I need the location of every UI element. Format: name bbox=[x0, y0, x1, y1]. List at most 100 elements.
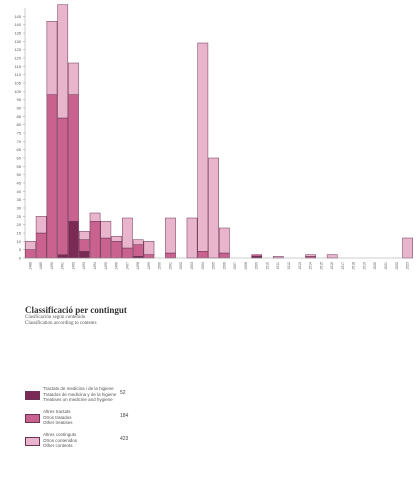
x-tick-label: 1518 bbox=[352, 262, 356, 270]
bar-segment bbox=[208, 157, 219, 259]
y-axis: 0 5 10 15 20 25 30 35 40 45 50 55 60 65 70 75 80 85 90 95 10… bbox=[14, 8, 26, 261]
bar-segment bbox=[100, 237, 112, 259]
bar-segment bbox=[68, 221, 79, 259]
bar-segment bbox=[132, 244, 144, 257]
legend-swatch-medicine bbox=[25, 391, 40, 400]
legend-label: Tratados de medicina y de la higiene bbox=[43, 391, 117, 397]
y-tick-label: 0 bbox=[19, 256, 22, 261]
bar-segment bbox=[78, 231, 90, 240]
x-tick-label: 1522 bbox=[395, 262, 399, 270]
chart-title: Classificació per contingut bbox=[25, 305, 127, 315]
bar-segment bbox=[57, 117, 69, 255]
bar-segment bbox=[100, 221, 112, 239]
x-tick-label: 1521 bbox=[384, 262, 388, 270]
y-tick-label: 45 bbox=[17, 181, 22, 186]
bar-segment bbox=[25, 249, 36, 259]
bar-segment bbox=[165, 217, 176, 254]
y-tick-label: 60 bbox=[17, 156, 22, 161]
y-tick-label: 80 bbox=[17, 122, 22, 127]
x-tick-label: 1498 bbox=[136, 262, 140, 270]
bar-segment bbox=[35, 232, 47, 259]
bar-segment bbox=[46, 21, 58, 95]
legend-item-other-treatises: Altres tractats Otros tratados Other tre… bbox=[25, 408, 385, 432]
x-tick-label: 1496 bbox=[115, 262, 119, 270]
x-tick-label: 1503 bbox=[190, 262, 194, 270]
y-tick-label: 55 bbox=[17, 164, 22, 169]
bar-segment bbox=[122, 217, 133, 249]
x-tick-label: 1488 bbox=[28, 262, 32, 270]
x-tick-label: 1491 bbox=[61, 262, 65, 270]
bar-segment bbox=[111, 236, 122, 242]
x-tick-label: 1516 bbox=[330, 262, 334, 270]
legend-label: Tractats de medicina i de la higiene bbox=[43, 386, 114, 391]
x-tick-label: 1523 bbox=[406, 262, 410, 270]
y-tick-label: 15 bbox=[17, 231, 22, 236]
y-tick-label: 145 bbox=[14, 14, 21, 19]
y-tick-label: 85 bbox=[17, 114, 22, 119]
x-tick-label: 1494 bbox=[93, 262, 97, 270]
y-tick-label: 110 bbox=[15, 72, 22, 77]
x-tick-label: 1508 bbox=[244, 262, 248, 270]
x-tick-label: 1492 bbox=[71, 262, 75, 270]
legend-swatch-other-treatises bbox=[25, 414, 40, 423]
x-tick-label: 1520 bbox=[373, 262, 377, 270]
y-tick-label: 75 bbox=[17, 131, 22, 136]
legend-count: 184 bbox=[120, 413, 129, 419]
x-tick-label: 1493 bbox=[82, 262, 86, 270]
y-tick-label: 100 bbox=[14, 89, 21, 94]
x-tick-label: 1513 bbox=[298, 262, 302, 270]
y-tick-label: 125 bbox=[14, 47, 21, 52]
bar-segment bbox=[165, 252, 176, 259]
bar-segment bbox=[57, 4, 69, 119]
x-tick-label: 1514 bbox=[309, 262, 313, 270]
legend-label: Treatises on medicine and hygiene bbox=[43, 397, 113, 402]
bar-segment bbox=[57, 254, 69, 259]
y-tick-label: 50 bbox=[17, 172, 22, 177]
bar-segment bbox=[89, 212, 101, 222]
legend-item-medicine: Tractats de medicina i de la higiene Tra… bbox=[25, 385, 385, 409]
x-tick-label: 1507 bbox=[233, 262, 237, 270]
x-tick-label: 1501 bbox=[168, 262, 172, 270]
y-tick-label: 105 bbox=[14, 81, 21, 86]
x-tick-label: 1495 bbox=[104, 262, 108, 270]
y-tick-label: 135 bbox=[14, 31, 21, 36]
y-tick-label: 65 bbox=[17, 147, 22, 152]
legend-count: 423 bbox=[120, 436, 129, 442]
y-tick-label: 95 bbox=[17, 97, 22, 102]
bar-segment bbox=[143, 241, 155, 255]
y-tick-label: 5 bbox=[19, 247, 22, 252]
bar-segment bbox=[122, 247, 133, 259]
y-tick-label: 140 bbox=[14, 22, 21, 27]
bar-segment bbox=[402, 237, 413, 259]
bar-segment bbox=[186, 217, 198, 259]
x-tick-label: 1500 bbox=[158, 262, 162, 270]
bar-segment bbox=[219, 252, 230, 259]
y-tick-label: 10 bbox=[17, 239, 22, 244]
y-tick-label: 20 bbox=[17, 222, 22, 227]
x-tick-label: 1505 bbox=[212, 262, 216, 270]
x-tick-label: 1519 bbox=[362, 262, 366, 270]
x-tick-label: 1506 bbox=[222, 262, 226, 270]
y-tick-label: 40 bbox=[17, 189, 22, 194]
bar-segment bbox=[78, 239, 90, 252]
bar-segment bbox=[78, 251, 90, 259]
x-tick-label: 1515 bbox=[319, 262, 323, 270]
x-tick-label: 1499 bbox=[147, 262, 151, 270]
y-tick-label: 70 bbox=[17, 139, 22, 144]
x-tick-label: 1490 bbox=[50, 262, 54, 270]
bar-segment bbox=[132, 239, 144, 245]
x-tick-label: 1512 bbox=[287, 262, 291, 270]
x-tick-label: 1509 bbox=[255, 262, 259, 270]
bar-segment bbox=[68, 94, 79, 222]
bar-segment bbox=[46, 94, 58, 259]
chart-subtitle-es: Clasificación según contenido bbox=[25, 315, 86, 320]
y-tick-label: 35 bbox=[17, 197, 22, 202]
legend-label: Other treatises bbox=[43, 420, 73, 425]
bars bbox=[25, 4, 413, 259]
x-axis: 1488 1489 1490 1491 1492 1493 1494 1495 1496 1497… bbox=[25, 257, 413, 270]
x-tick-label: 1504 bbox=[201, 262, 205, 270]
bar-segment bbox=[25, 241, 36, 250]
bar-segment bbox=[89, 221, 101, 259]
x-tick-label: 1502 bbox=[179, 262, 183, 270]
bar-segment bbox=[197, 251, 209, 259]
